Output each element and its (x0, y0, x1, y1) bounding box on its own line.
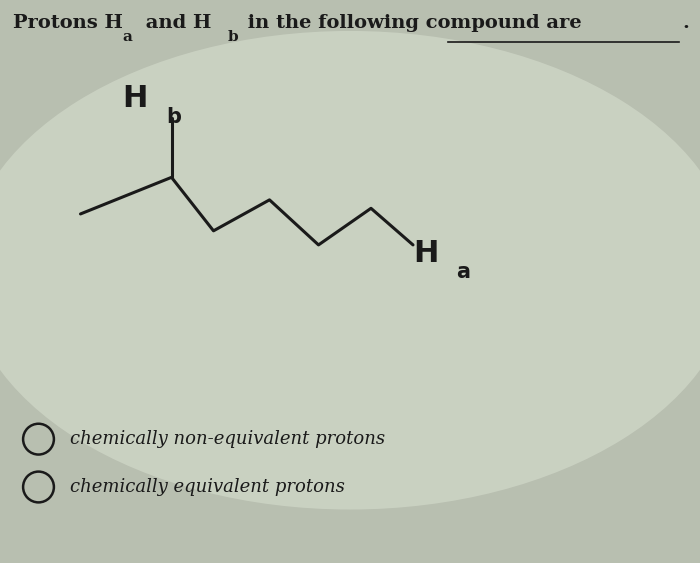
Text: chemically non-equivalent protons: chemically non-equivalent protons (70, 430, 385, 448)
Ellipse shape (0, 31, 700, 510)
Text: b: b (166, 107, 181, 127)
Text: chemically equivalent protons: chemically equivalent protons (70, 478, 345, 496)
Text: in the following compound are: in the following compound are (241, 14, 582, 32)
Text: H: H (413, 239, 438, 268)
Text: H: H (122, 84, 148, 113)
Text: a: a (456, 262, 470, 282)
Text: .: . (682, 14, 690, 32)
Text: Protons H: Protons H (13, 14, 122, 32)
Text: and H: and H (139, 14, 211, 32)
Text: b: b (228, 29, 238, 43)
Text: a: a (122, 29, 132, 43)
